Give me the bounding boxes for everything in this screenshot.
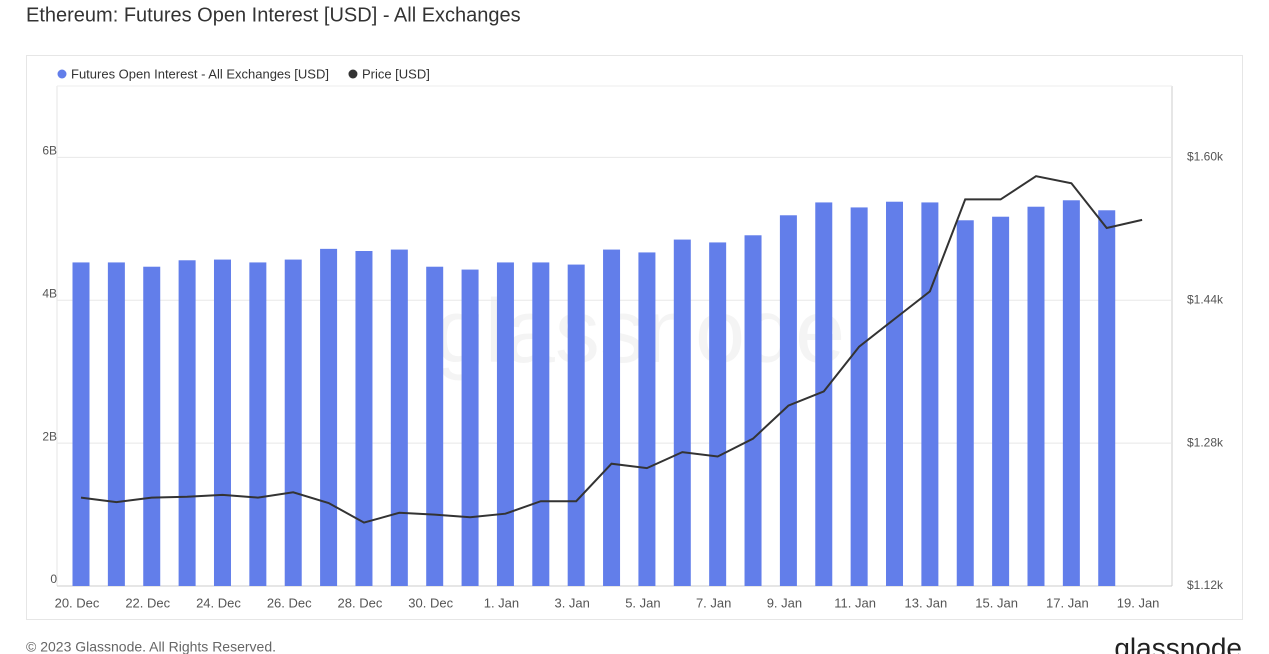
bar xyxy=(744,235,762,587)
x-tick-label: 30. Dec xyxy=(408,595,453,610)
y2-tick-label: $1.12k xyxy=(1187,578,1224,592)
x-tick-label: 22. Dec xyxy=(125,595,170,610)
x-tick-label: 11. Jan xyxy=(834,595,876,610)
y-tick-label: 0 xyxy=(50,572,57,586)
bar xyxy=(320,248,338,586)
bar xyxy=(284,259,302,586)
y-tick-label: 6B xyxy=(42,144,57,158)
x-tick-label: 5. Jan xyxy=(625,595,660,610)
bar xyxy=(496,262,514,586)
y2-tick-label: $1.60k xyxy=(1187,150,1224,164)
bar xyxy=(815,202,833,586)
bar xyxy=(850,207,868,586)
y2-tick-label: $1.44k xyxy=(1187,292,1224,306)
logo: glassnode xyxy=(1114,632,1242,654)
bar xyxy=(355,251,373,586)
y-tick-label: 2B xyxy=(42,429,57,443)
bar xyxy=(992,216,1010,586)
bar xyxy=(249,262,267,586)
x-tick-label: 24. Dec xyxy=(196,595,241,610)
bar xyxy=(921,202,939,586)
x-tick-label: 28. Dec xyxy=(338,595,383,610)
x-tick-label: 19. Jan xyxy=(1117,595,1160,610)
bar xyxy=(461,269,479,586)
bar xyxy=(390,249,408,587)
bar xyxy=(178,260,196,586)
bar xyxy=(956,220,974,587)
bar xyxy=(213,259,231,586)
x-tick-label: 20. Dec xyxy=(55,595,100,610)
bar xyxy=(567,264,585,586)
bar xyxy=(603,249,621,587)
x-tick-label: 3. Jan xyxy=(554,595,589,610)
x-tick-label: 26. Dec xyxy=(267,595,312,610)
bar xyxy=(1062,200,1080,587)
bar xyxy=(638,252,656,586)
price-line xyxy=(80,175,1143,524)
bar xyxy=(426,266,444,586)
x-tick-label: 15. Jan xyxy=(975,595,1018,610)
legend-marker xyxy=(348,69,358,79)
bar xyxy=(709,242,727,586)
x-tick-label: 9. Jan xyxy=(767,595,802,610)
bar xyxy=(72,262,90,586)
legend-label: Price [USD] xyxy=(362,66,430,81)
bar xyxy=(779,215,797,587)
bar xyxy=(886,201,904,586)
bar xyxy=(1027,206,1045,586)
bar xyxy=(673,239,691,587)
footer: © 2023 Glassnode. All Rights Reserved. xyxy=(26,639,276,654)
bar xyxy=(1098,210,1116,587)
x-tick-label: 17. Jan xyxy=(1046,595,1089,610)
bar xyxy=(107,262,125,586)
chart-frame xyxy=(26,55,1243,620)
y2-tick-label: $1.28k xyxy=(1187,435,1224,449)
bar xyxy=(532,262,550,586)
legend-label: Futures Open Interest - All Exchanges [U… xyxy=(71,66,329,81)
y-tick-label: 4B xyxy=(42,286,57,300)
bar xyxy=(143,266,161,586)
x-tick-label: 13. Jan xyxy=(905,595,948,610)
chart-title: Ethereum: Futures Open Interest [USD] - … xyxy=(26,4,521,26)
x-tick-label: 7. Jan xyxy=(696,595,731,610)
legend-marker xyxy=(57,69,67,79)
x-tick-label: 1. Jan xyxy=(484,595,519,610)
